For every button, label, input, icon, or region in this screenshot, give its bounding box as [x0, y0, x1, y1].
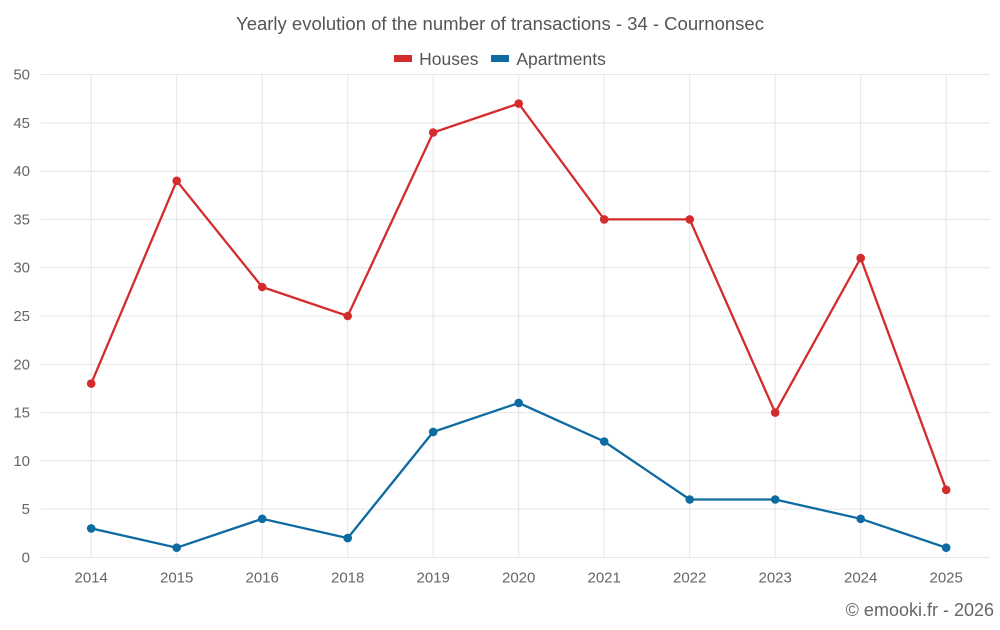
svg-text:25: 25: [13, 308, 30, 325]
svg-text:2016: 2016: [246, 569, 279, 586]
svg-text:10: 10: [13, 453, 30, 470]
svg-text:2024: 2024: [844, 569, 877, 586]
svg-text:2023: 2023: [759, 569, 792, 586]
svg-text:15: 15: [13, 405, 30, 422]
svg-text:2022: 2022: [673, 569, 706, 586]
svg-text:35: 35: [13, 211, 30, 228]
svg-text:20: 20: [13, 356, 30, 373]
svg-text:40: 40: [13, 163, 30, 180]
svg-text:2025: 2025: [930, 569, 963, 586]
svg-text:0: 0: [22, 549, 30, 566]
svg-text:30: 30: [13, 260, 30, 277]
svg-text:2014: 2014: [75, 569, 108, 586]
svg-text:5: 5: [22, 501, 30, 518]
svg-text:2019: 2019: [417, 569, 450, 586]
svg-text:45: 45: [13, 115, 30, 132]
svg-text:2018: 2018: [331, 569, 364, 586]
svg-text:2020: 2020: [502, 569, 535, 586]
svg-text:2015: 2015: [160, 569, 193, 586]
svg-text:2021: 2021: [588, 569, 621, 586]
